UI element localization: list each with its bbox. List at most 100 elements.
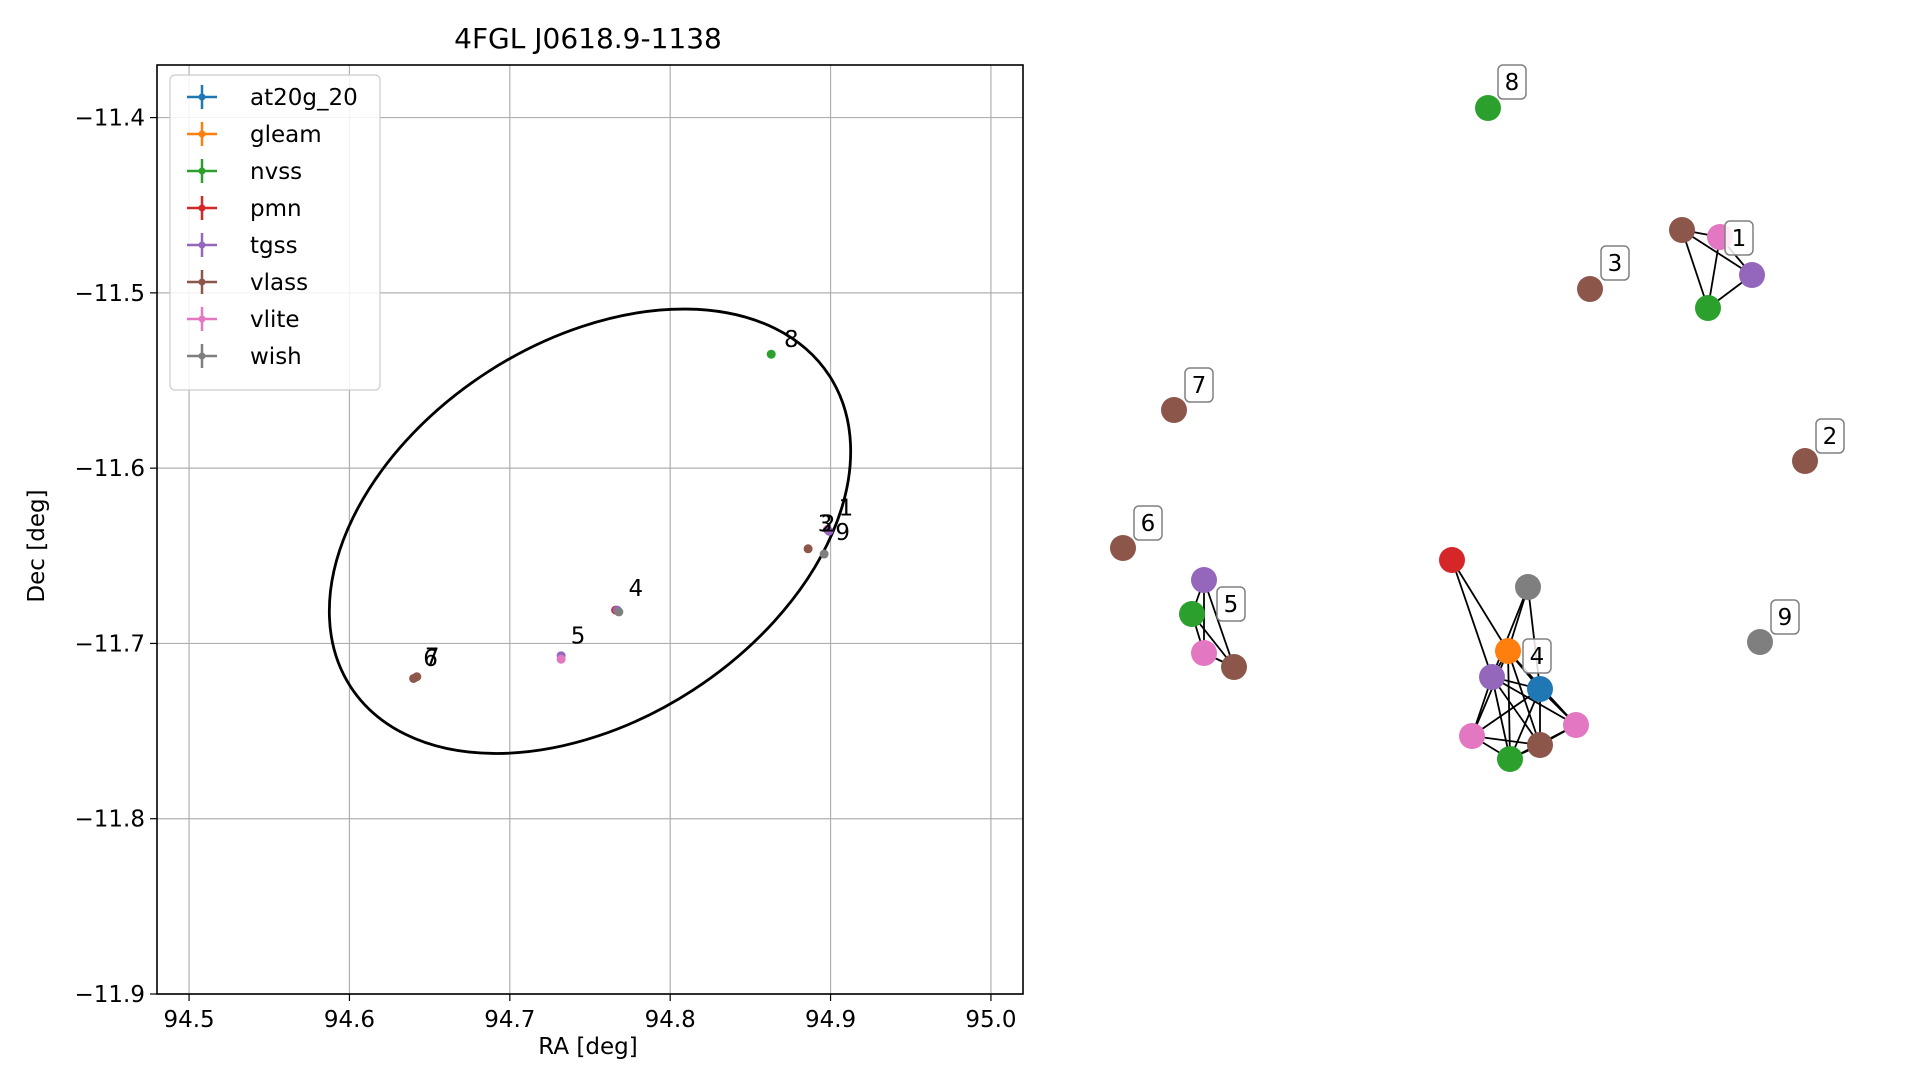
chart-title: 4FGL J0618.9-1138 [454,22,722,55]
source-label: 9 [835,520,850,546]
graph-node [1515,574,1541,600]
graph-label-box [1770,599,1800,635]
graph-node [1191,567,1217,593]
graph-node [1439,547,1465,573]
x-tick-label: 95.0 [965,1007,1016,1033]
source-point-tgss [824,526,834,536]
graph-node-label: 3 [1600,245,1630,281]
legend-label: gleam [250,122,322,148]
graph-node [1475,95,1501,121]
graph-node-label: 1 [1724,220,1754,256]
source-label: 7 [425,644,440,670]
x-tick-label: 94.5 [163,1007,214,1033]
graph-edge [1491,676,1511,760]
graph-node [1669,217,1695,243]
legend-marker-dot [198,278,206,286]
legend-marker-dot [198,130,206,138]
graph-label-box [1600,245,1630,281]
graph-node [1527,676,1553,702]
legend-item: at20g_20 [187,85,358,111]
legend-box [169,74,381,391]
legend-marker-dot [198,204,206,212]
graph-node [1747,629,1773,655]
graph-node [1179,601,1205,627]
source-point-wish [614,607,624,617]
legend-marker-dot [198,352,206,360]
source-label: 1 [839,495,854,521]
graph-edge [1471,650,1509,737]
graph-node-label: 4 [1522,638,1552,674]
graph-node [1577,276,1603,302]
graph-node-label: 6 [1133,505,1163,541]
y-tick-label: −11.7 [75,631,145,657]
graph-node-labels: 8 1 3 7 2 6 5 9 4 [1133,64,1845,674]
source-point-wish [819,549,829,559]
plot-frame [156,64,1024,995]
crossmatch-graph: 8 1 3 7 2 6 5 9 4 [1110,64,1845,772]
sky-plot: 4FGL J0618.9-1138 RA [deg] Dec [deg] 94.… [24,22,1024,1060]
graph-edges [1191,229,1753,760]
source-label: 4 [628,576,643,602]
graph-edge [1451,559,1509,652]
graph-edge [1451,559,1493,678]
graph-node [1739,262,1765,288]
legend-item: vlass [187,270,308,296]
legend-item: nvss [187,159,302,185]
graph-node-label: 8 [1497,64,1527,100]
legend-marker-dot [198,241,206,249]
graph-node [1161,397,1187,423]
uncertainty-ellipse [327,307,853,755]
graph-node [1497,746,1523,772]
graph-edge [1203,579,1235,668]
graph-label-text: 8 [1505,70,1520,96]
graph-label-text: 1 [1732,226,1747,252]
graph-node [1527,732,1553,758]
graph-edge [1681,229,1709,309]
graph-label-box [1815,418,1845,454]
graph-edge [1491,586,1529,678]
graph-label-box [1522,638,1552,674]
graph-label-box [1216,586,1246,622]
graph-label-text: 6 [1141,511,1156,537]
x-tick-label: 94.9 [805,1007,856,1033]
graph-nodes [1110,95,1818,772]
legend-item: gleam [187,122,322,148]
graph-node [1191,640,1217,666]
graph-label-box [1724,220,1754,256]
legend-marker-dot [198,93,206,101]
legend-item: wish [187,344,302,370]
graph-node-label: 7 [1184,367,1214,403]
graph-node [1792,448,1818,474]
graph-edge [1507,650,1511,760]
graph-node [1221,654,1247,680]
legend-label: wish [250,344,302,370]
graph-node [1459,723,1485,749]
source-points [409,349,834,683]
legend-item: tgss [187,233,298,259]
source-label: 3 [818,511,833,537]
graph-label-text: 3 [1608,251,1623,277]
source-point-nvss [766,349,776,359]
source-labels: 8 132 9 4 5 67 [423,327,853,672]
graph-label-text: 9 [1778,605,1793,631]
y-tick-label: −11.4 [75,106,145,132]
graph-node [1695,295,1721,321]
source-point-vlite [556,654,566,664]
source-point-vlass [803,544,813,554]
graph-label-box [1497,64,1527,100]
legend-item: vlite [187,307,300,333]
graph-edge [1507,650,1541,746]
y-tick-label: −11.9 [75,982,145,1008]
y-axis-label: Dec [deg] [24,489,50,602]
legend-label: vlass [250,270,308,296]
y-tick-label: −11.6 [75,456,145,482]
graph-label-box [1184,367,1214,403]
legend-marker-dot [198,167,206,175]
graph-edge [1491,676,1541,746]
legend-label: nvss [250,159,302,185]
y-tick-label: −11.8 [75,807,145,833]
legend-marker-dot [198,315,206,323]
graph-label-text: 5 [1224,592,1239,618]
